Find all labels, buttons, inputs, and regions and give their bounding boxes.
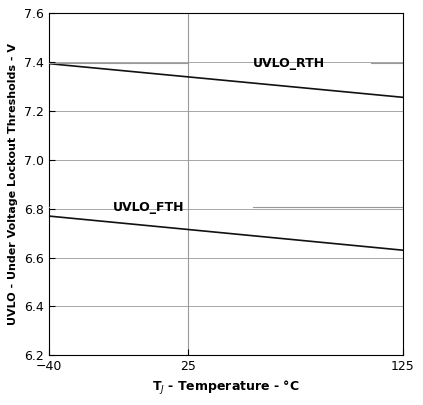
Y-axis label: UVLO - Under Voltage Lockout Thresholds - V: UVLO - Under Voltage Lockout Thresholds … (8, 43, 18, 325)
Text: UVLO_FTH: UVLO_FTH (113, 201, 184, 214)
Text: UVLO_RTH: UVLO_RTH (253, 57, 325, 70)
X-axis label: T$_J$ - Temperature - °C: T$_J$ - Temperature - °C (152, 379, 299, 396)
